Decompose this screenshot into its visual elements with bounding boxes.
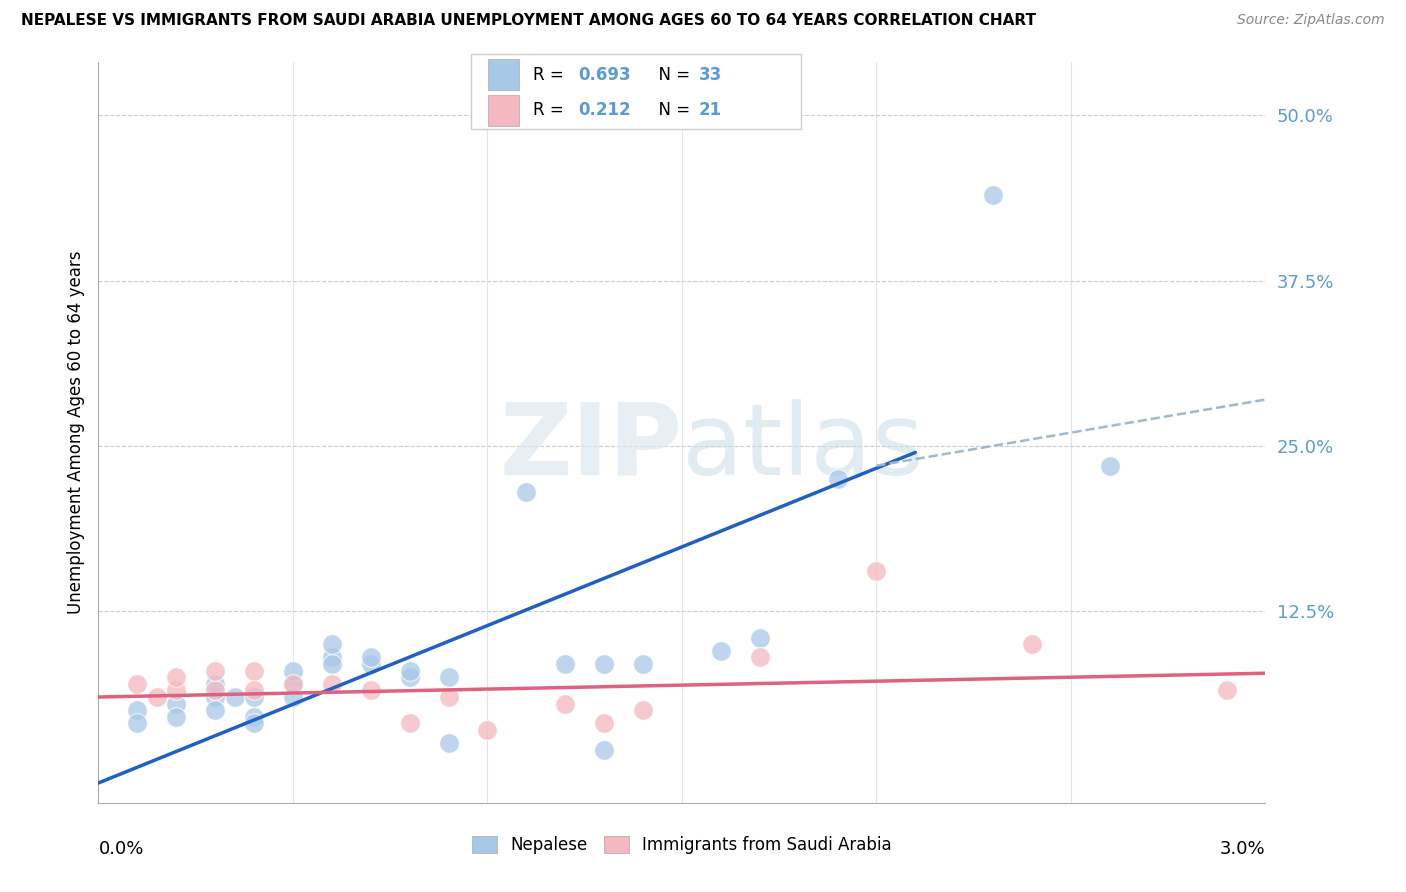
- Text: atlas: atlas: [682, 399, 924, 496]
- Point: [243, 683, 266, 698]
- Text: 0.212: 0.212: [578, 102, 630, 120]
- Point: [204, 703, 226, 717]
- Point: [631, 703, 654, 717]
- Point: [398, 716, 420, 731]
- Point: [321, 637, 343, 651]
- Point: [165, 697, 187, 711]
- Point: [593, 743, 616, 757]
- Point: [204, 664, 226, 678]
- Point: [146, 690, 169, 704]
- Point: [865, 565, 887, 579]
- Text: 0.0%: 0.0%: [98, 840, 143, 858]
- Point: [243, 716, 266, 731]
- Point: [515, 485, 537, 500]
- Point: [360, 683, 382, 698]
- Point: [165, 670, 187, 684]
- Point: [360, 650, 382, 665]
- Point: [398, 670, 420, 684]
- Text: R =: R =: [533, 66, 569, 84]
- Point: [437, 690, 460, 704]
- Text: ZIP: ZIP: [499, 399, 682, 496]
- Point: [281, 690, 304, 704]
- Point: [165, 683, 187, 698]
- Point: [1021, 637, 1043, 651]
- Point: [204, 677, 226, 691]
- Legend: Nepalese, Immigrants from Saudi Arabia: Nepalese, Immigrants from Saudi Arabia: [465, 830, 898, 861]
- Point: [204, 690, 226, 704]
- Point: [243, 664, 266, 678]
- Point: [748, 650, 770, 665]
- Point: [243, 710, 266, 724]
- Point: [281, 677, 304, 691]
- Text: N =: N =: [648, 66, 696, 84]
- Text: 0.693: 0.693: [578, 66, 630, 84]
- Point: [554, 697, 576, 711]
- Point: [593, 716, 616, 731]
- Point: [477, 723, 499, 737]
- Point: [281, 664, 304, 678]
- Point: [437, 736, 460, 750]
- Point: [321, 650, 343, 665]
- Point: [710, 644, 733, 658]
- Point: [127, 703, 149, 717]
- Text: NEPALESE VS IMMIGRANTS FROM SAUDI ARABIA UNEMPLOYMENT AMONG AGES 60 TO 64 YEARS : NEPALESE VS IMMIGRANTS FROM SAUDI ARABIA…: [21, 13, 1036, 29]
- Point: [281, 677, 304, 691]
- Point: [827, 472, 849, 486]
- Point: [321, 677, 343, 691]
- Point: [437, 670, 460, 684]
- Point: [204, 683, 226, 698]
- Point: [554, 657, 576, 671]
- Point: [1098, 458, 1121, 473]
- Point: [1215, 683, 1237, 698]
- Y-axis label: Unemployment Among Ages 60 to 64 years: Unemployment Among Ages 60 to 64 years: [66, 251, 84, 615]
- Text: N =: N =: [648, 102, 696, 120]
- Point: [631, 657, 654, 671]
- Point: [321, 657, 343, 671]
- Text: 3.0%: 3.0%: [1220, 840, 1265, 858]
- Text: R =: R =: [533, 102, 569, 120]
- Point: [165, 710, 187, 724]
- Point: [748, 631, 770, 645]
- Point: [981, 187, 1004, 202]
- Point: [127, 716, 149, 731]
- Point: [593, 657, 616, 671]
- Point: [243, 690, 266, 704]
- Point: [224, 690, 246, 704]
- Point: [127, 677, 149, 691]
- Text: 21: 21: [699, 102, 721, 120]
- Text: Source: ZipAtlas.com: Source: ZipAtlas.com: [1237, 13, 1385, 28]
- Point: [360, 657, 382, 671]
- Point: [398, 664, 420, 678]
- Text: 33: 33: [699, 66, 723, 84]
